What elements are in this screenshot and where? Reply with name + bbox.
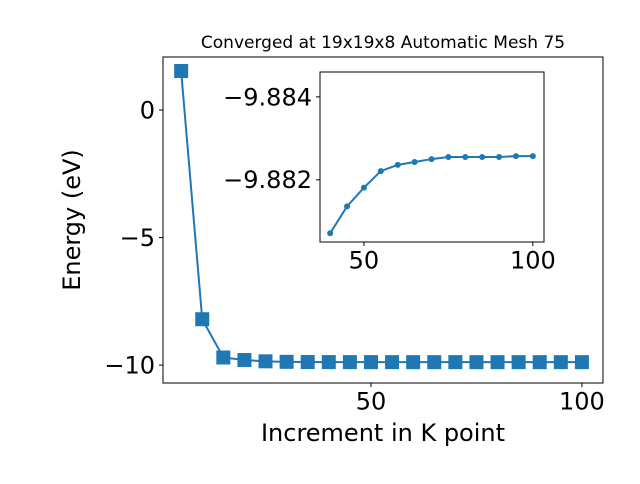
marker bbox=[344, 203, 351, 210]
marker bbox=[237, 353, 252, 368]
x-tick-label: 100 bbox=[559, 387, 605, 415]
marker bbox=[532, 355, 547, 370]
y-tick-label: 0 bbox=[140, 96, 155, 124]
marker bbox=[462, 154, 469, 160]
y-tick-label: −10 bbox=[104, 352, 155, 380]
marker bbox=[445, 154, 452, 160]
marker bbox=[512, 153, 519, 160]
y-tick-label: −9.882 bbox=[223, 166, 312, 194]
marker bbox=[377, 168, 384, 175]
marker bbox=[553, 355, 568, 370]
marker bbox=[427, 355, 442, 370]
marker bbox=[479, 154, 486, 160]
marker bbox=[496, 154, 503, 160]
marker bbox=[394, 161, 401, 168]
axes-frame bbox=[319, 71, 545, 243]
marker bbox=[258, 354, 273, 369]
marker bbox=[469, 355, 484, 370]
x-tick-label: 50 bbox=[356, 387, 387, 415]
axes-frame bbox=[162, 56, 604, 384]
marker bbox=[327, 230, 334, 237]
marker bbox=[363, 355, 378, 370]
marker bbox=[411, 158, 418, 165]
marker bbox=[279, 354, 294, 369]
marker bbox=[574, 355, 589, 370]
marker bbox=[360, 184, 367, 191]
marker bbox=[216, 350, 231, 365]
marker bbox=[490, 355, 505, 370]
marker bbox=[342, 355, 357, 370]
marker bbox=[321, 355, 336, 370]
marker bbox=[529, 153, 536, 160]
marker bbox=[300, 355, 315, 370]
chart-title: Converged at 19x19x8 Automatic Mesh 75 bbox=[201, 33, 565, 53]
y-axis-label: Energy (eV) bbox=[58, 149, 86, 291]
marker bbox=[385, 355, 400, 370]
x-tick-label: 50 bbox=[349, 246, 380, 274]
y-tick-label: −9.884 bbox=[223, 83, 312, 111]
marker bbox=[406, 355, 421, 370]
marker bbox=[511, 355, 526, 370]
x-axis-label: Increment in K point bbox=[261, 419, 505, 447]
marker bbox=[195, 312, 210, 327]
marker bbox=[174, 64, 189, 79]
marker bbox=[428, 156, 435, 163]
marker bbox=[448, 355, 463, 370]
y-tick-label: −5 bbox=[120, 224, 155, 252]
x-tick-label: 100 bbox=[510, 246, 556, 274]
